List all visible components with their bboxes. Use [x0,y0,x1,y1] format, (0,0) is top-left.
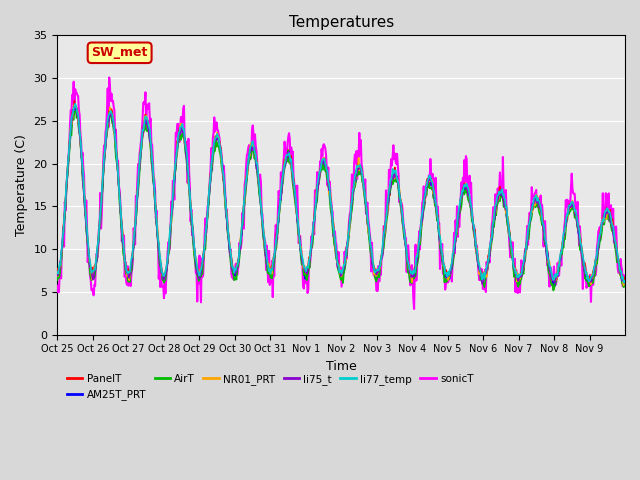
Title: Temperatures: Temperatures [289,15,394,30]
Y-axis label: Temperature (C): Temperature (C) [15,134,28,236]
Legend: PanelT, AM25T_PRT, AirT, NR01_PRT, li75_t, li77_temp, sonicT: PanelT, AM25T_PRT, AirT, NR01_PRT, li75_… [63,370,477,404]
Text: SW_met: SW_met [92,46,148,60]
X-axis label: Time: Time [326,360,356,373]
